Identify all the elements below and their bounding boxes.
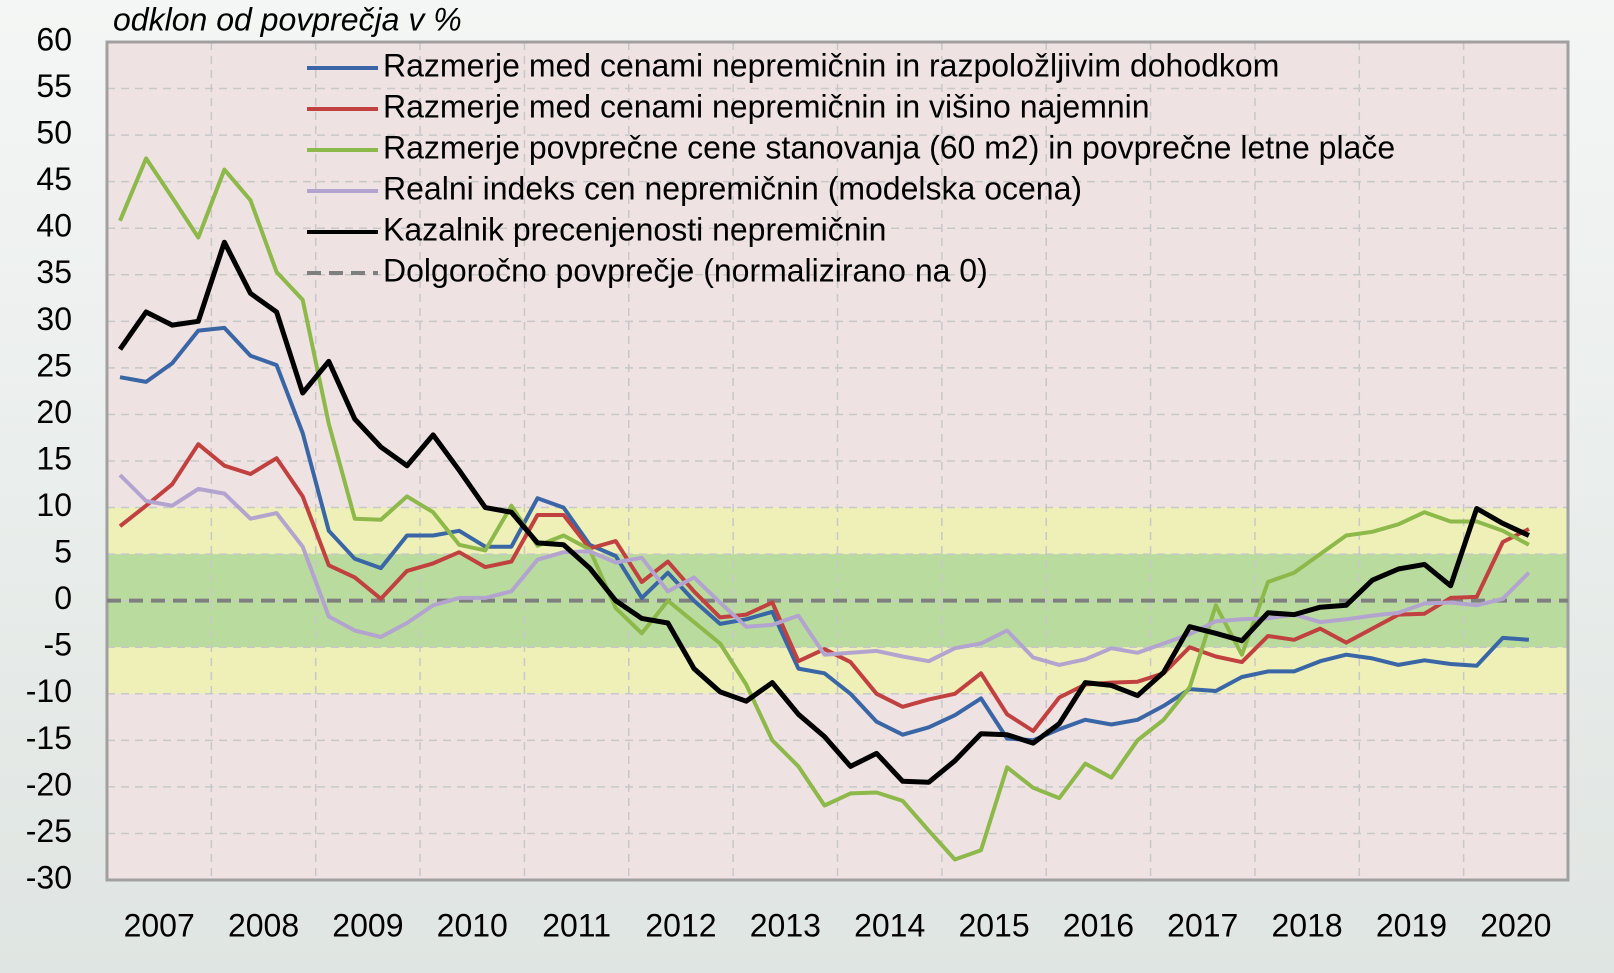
x-tick-label: 2020 — [1480, 907, 1551, 943]
y-tick-label: -15 — [26, 720, 72, 756]
y-tick-label: -30 — [26, 859, 72, 895]
x-tick-label: 2014 — [854, 907, 925, 943]
x-tick-label: 2015 — [958, 907, 1029, 943]
y-tick-label: 25 — [36, 347, 72, 383]
legend-label: Razmerje povprečne cene stanovanja (60 m… — [383, 129, 1395, 165]
series-line — [118, 156, 1530, 862]
y-tick-label: 50 — [36, 115, 72, 151]
series-line — [119, 325, 1530, 743]
y-tick-label: 40 — [36, 208, 72, 244]
series-line — [118, 442, 1530, 733]
x-tick-label: 2013 — [750, 907, 821, 943]
x-tick-label: 2007 — [124, 907, 195, 943]
legend-label: Razmerje med cenami nepremičnin in višin… — [383, 88, 1150, 124]
y-tick-label: 15 — [36, 440, 72, 476]
y-tick-label: -10 — [26, 673, 72, 709]
legend-label: Razmerje med cenami nepremičnin in razpo… — [383, 47, 1279, 83]
chart-title: odklon od povprečja v % — [113, 1, 462, 37]
x-tick-label: 2010 — [437, 907, 508, 943]
x-tick-label: 2016 — [1063, 907, 1134, 943]
x-tick-label: 2008 — [228, 907, 299, 943]
legend-label: Realni indeks cen nepremičnin (modelska … — [383, 170, 1082, 206]
plot-border — [105, 40, 1570, 882]
y-tick-label: -5 — [44, 627, 72, 663]
y-tick-label: 55 — [36, 68, 72, 104]
y-tick-label: -20 — [26, 766, 72, 802]
x-tick-label: 2011 — [542, 907, 611, 943]
x-tick-label: 2019 — [1376, 907, 1447, 943]
y-tick-label: 20 — [36, 394, 72, 430]
x-tick-label: 2017 — [1167, 907, 1238, 943]
y-tick-label: 35 — [36, 254, 72, 290]
y-tick-label: 5 — [54, 534, 72, 570]
legend-label: Dolgoročno povprečje (normalizirano na 0… — [383, 252, 988, 288]
y-tick-label: 10 — [36, 487, 72, 523]
y-tick-label: -25 — [26, 813, 72, 849]
series-line — [117, 239, 1530, 785]
x-tick-label: 2018 — [1272, 907, 1343, 943]
x-tick-label: 2009 — [332, 907, 403, 943]
y-tick-label: 30 — [36, 301, 72, 337]
x-tick-label: 2012 — [645, 907, 716, 943]
y-tick-label: 60 — [36, 21, 72, 57]
y-tick-label: 0 — [54, 580, 72, 616]
legend-label: Kazalnik precenjenosti nepremičnin — [383, 211, 886, 247]
y-tick-label: 45 — [36, 161, 72, 197]
